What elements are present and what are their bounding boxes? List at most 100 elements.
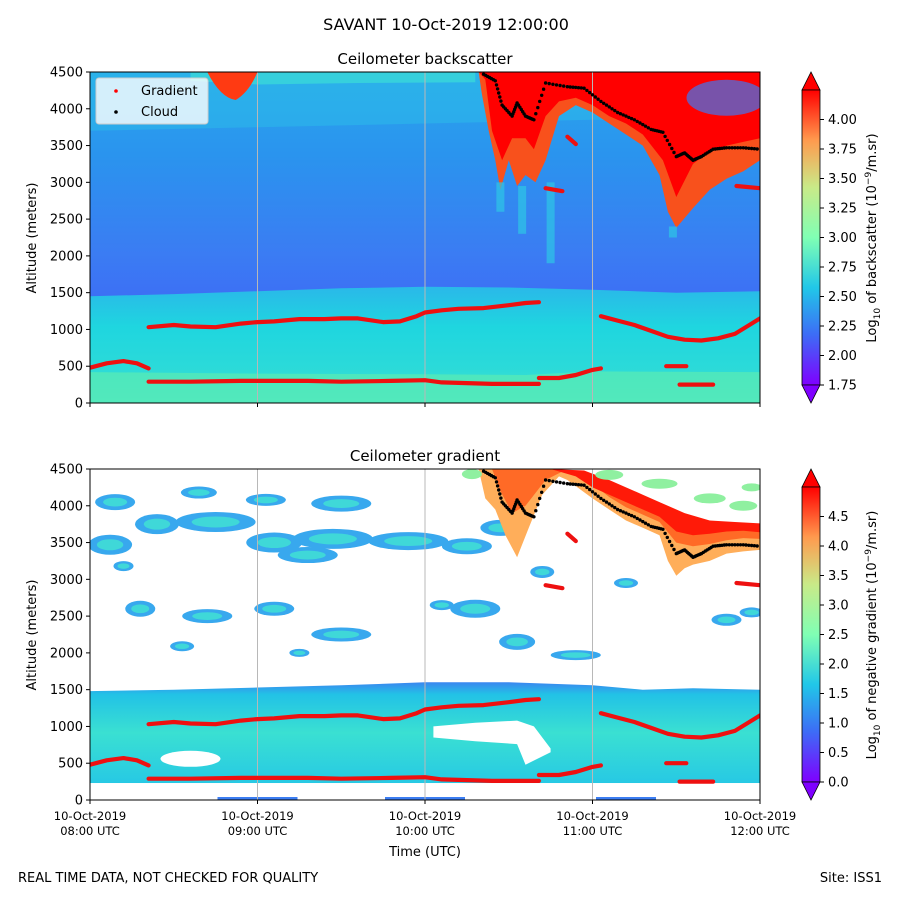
gradient-line-gradient_lower [90,359,151,371]
backscatter-y-ticks: 0 500 1000 1500 2000 2500 3000 3500 4000 4500 [50,66,90,412]
cloud-base-point [499,99,503,103]
cloud-base-point [541,484,546,488]
y-tick-label: 1000 [50,720,83,735]
gradient-heatmap [90,469,760,800]
cloud-base-point [610,504,614,508]
colorbar-tick-label: 2.75 [828,261,857,276]
cloud-base-point [536,105,540,110]
cloud-base-point [498,492,502,496]
y-tick-label: 4500 [50,66,83,81]
backscatter-ylabel: Altitude (meters) [25,183,40,294]
cloud-base-point [554,480,559,484]
cloud-base-point [638,518,642,522]
cloud-base-point [646,126,650,130]
colorbar-tick-label: 0.0 [828,776,849,791]
gr-cloud-patch-core [460,603,491,614]
gr-cloud-patch-core [191,516,240,528]
cloud-base-point [672,150,676,155]
gr-cloud-patch-core [618,580,634,586]
cloud-base-point [532,515,536,519]
cloud-base-point [593,492,597,496]
cloud-base-point [602,498,606,502]
colorbar2-extend-top [801,468,821,488]
cloud-base-point [562,84,566,88]
gr-cloud-patch-core [262,604,287,613]
cloud-base-point [741,146,745,150]
cloud-base-point [613,108,617,113]
cloud-base-point [615,507,620,512]
gr-cloud-patch-core [560,652,591,658]
gr-cloud-patch-core [308,533,357,545]
x-tick-label-date: 10-Oct-2019 [724,809,796,823]
cloud-base-point [621,113,625,117]
gr-hole-left [160,750,221,767]
gr-cloud-patch-core [384,536,433,547]
cloud-base-point [494,480,499,484]
x-tick-label-time: 10:00 UTC [395,824,455,838]
gr-cloud-patch-core [257,537,292,549]
gr-cloud-patch-core [323,499,360,508]
cloud-base-point [618,112,623,116]
cloud-base-point [565,482,570,486]
cloud-base-point [627,512,631,517]
colorbar2-label: Log10 of negative gradient (10−9/m.sr) [864,511,883,760]
cloud-base-point [661,130,665,134]
cloud-base-point [602,101,606,106]
y-tick-label: 0 [75,397,83,412]
legend-gradient-marker [114,89,118,93]
cloud-base-point [727,146,731,150]
bs-virga-streak [546,182,555,264]
colorbar-tick-label: 1.0 [828,717,849,732]
cloud-base-point [562,481,566,485]
cloud-base-point [615,110,620,115]
cloud-base-point [733,543,737,547]
colorbar-tick-label: 4.00 [828,113,857,128]
cloud-base-point [571,85,575,89]
colorbar-tick-label: 2.00 [828,349,857,364]
cloud-base-point [534,112,538,116]
cloud-base-point [624,511,628,515]
cloud-base-point [551,479,555,483]
gradient-line-gradient_tail [598,711,760,740]
cloud-base-point [540,490,544,494]
x-tick-label-time: 12:00 UTC [730,824,790,838]
gr-cloud-patch-core [253,496,278,504]
gradient-line-gradient_2950r [734,183,760,191]
cloud-base-point [588,90,592,95]
cloud-base-point [497,91,501,95]
gr-cloud-patch-core [506,637,528,647]
colorbar1-gradient [801,89,821,386]
cloud-base-point [632,515,637,519]
cloud-base-point [736,543,740,547]
cloud-base-point [646,523,650,527]
cloud-base-point [607,105,611,109]
x-tick-label-date: 10-Oct-2019 [221,809,293,823]
cloud-base-point [585,88,589,93]
colorbar2-ticks: 0.0 0.5 1.0 1.5 2.0 2.5 3.0 3.5 4.0 4.5 [820,510,849,791]
cloud-base-point [568,85,572,89]
cloud-base-point [749,146,754,151]
bs-virga-streak [518,186,527,234]
gr-green-cell [461,469,482,480]
cloud-base-point [613,505,617,510]
cloud-base-point [538,99,542,104]
y-tick-label: 4500 [50,463,83,478]
y-tick-label: 1500 [50,683,83,698]
colorbar1-extend-bottom [801,384,821,404]
cloud-base-point [730,146,734,150]
gradient-line-gradient_2900 [543,583,565,591]
y-tick-label: 3500 [50,139,83,154]
gr-green-cell [729,500,758,511]
cloud-base-point [596,97,600,101]
gr-cloud-patch-core [143,518,171,530]
colorbar-tick-label: 1.5 [828,687,849,702]
cloud-base-point [494,83,499,87]
gradient-line-gradient_430 [536,366,603,381]
cloud-base-point [498,95,502,99]
cloud-base-point [635,119,639,124]
cloud-base-point [665,138,669,143]
cloud-base-point [738,146,743,150]
cloud-base-point [558,83,562,88]
colorbar-tick-label: 3.00 [828,231,857,246]
